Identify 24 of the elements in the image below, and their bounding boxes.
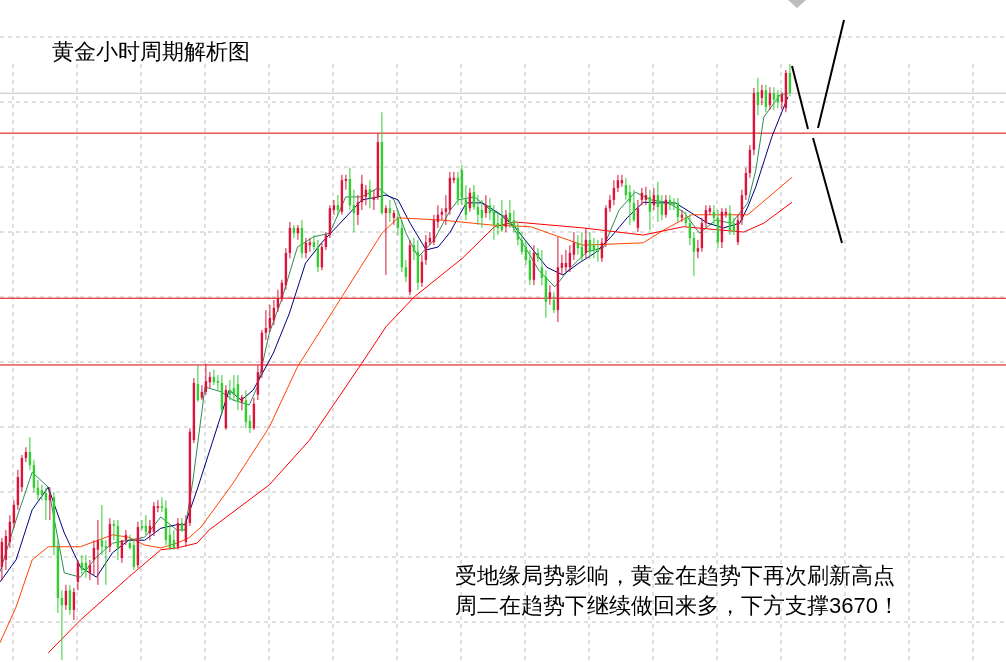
candlestick (160, 496, 164, 513)
candlestick (344, 174, 348, 191)
candlestick (112, 519, 116, 541)
candlestick (312, 234, 316, 251)
candlestick (216, 374, 220, 391)
candlestick (264, 309, 268, 341)
annotation: 周二在趋势下继续做回来多，下方支撑3670！ (455, 592, 900, 620)
candlestick (240, 394, 244, 411)
candlestick (592, 237, 596, 259)
candlestick (336, 194, 340, 216)
candlestick (332, 199, 336, 216)
candlestick (388, 199, 392, 223)
candlestick (560, 254, 564, 276)
candlestick (392, 209, 396, 226)
candlestick (156, 499, 160, 513)
candlestick (384, 204, 388, 276)
candlestick (40, 484, 44, 501)
candlestick (104, 539, 108, 586)
candlestick (228, 379, 232, 401)
chart-title: 黄金小时周期解析图 (52, 38, 250, 66)
candlestick (128, 534, 132, 551)
candlestick (496, 211, 500, 236)
candlestick (644, 186, 648, 206)
annotation: 受地缘局势影响，黄金在趋势下再次刷新高点 (455, 562, 896, 590)
